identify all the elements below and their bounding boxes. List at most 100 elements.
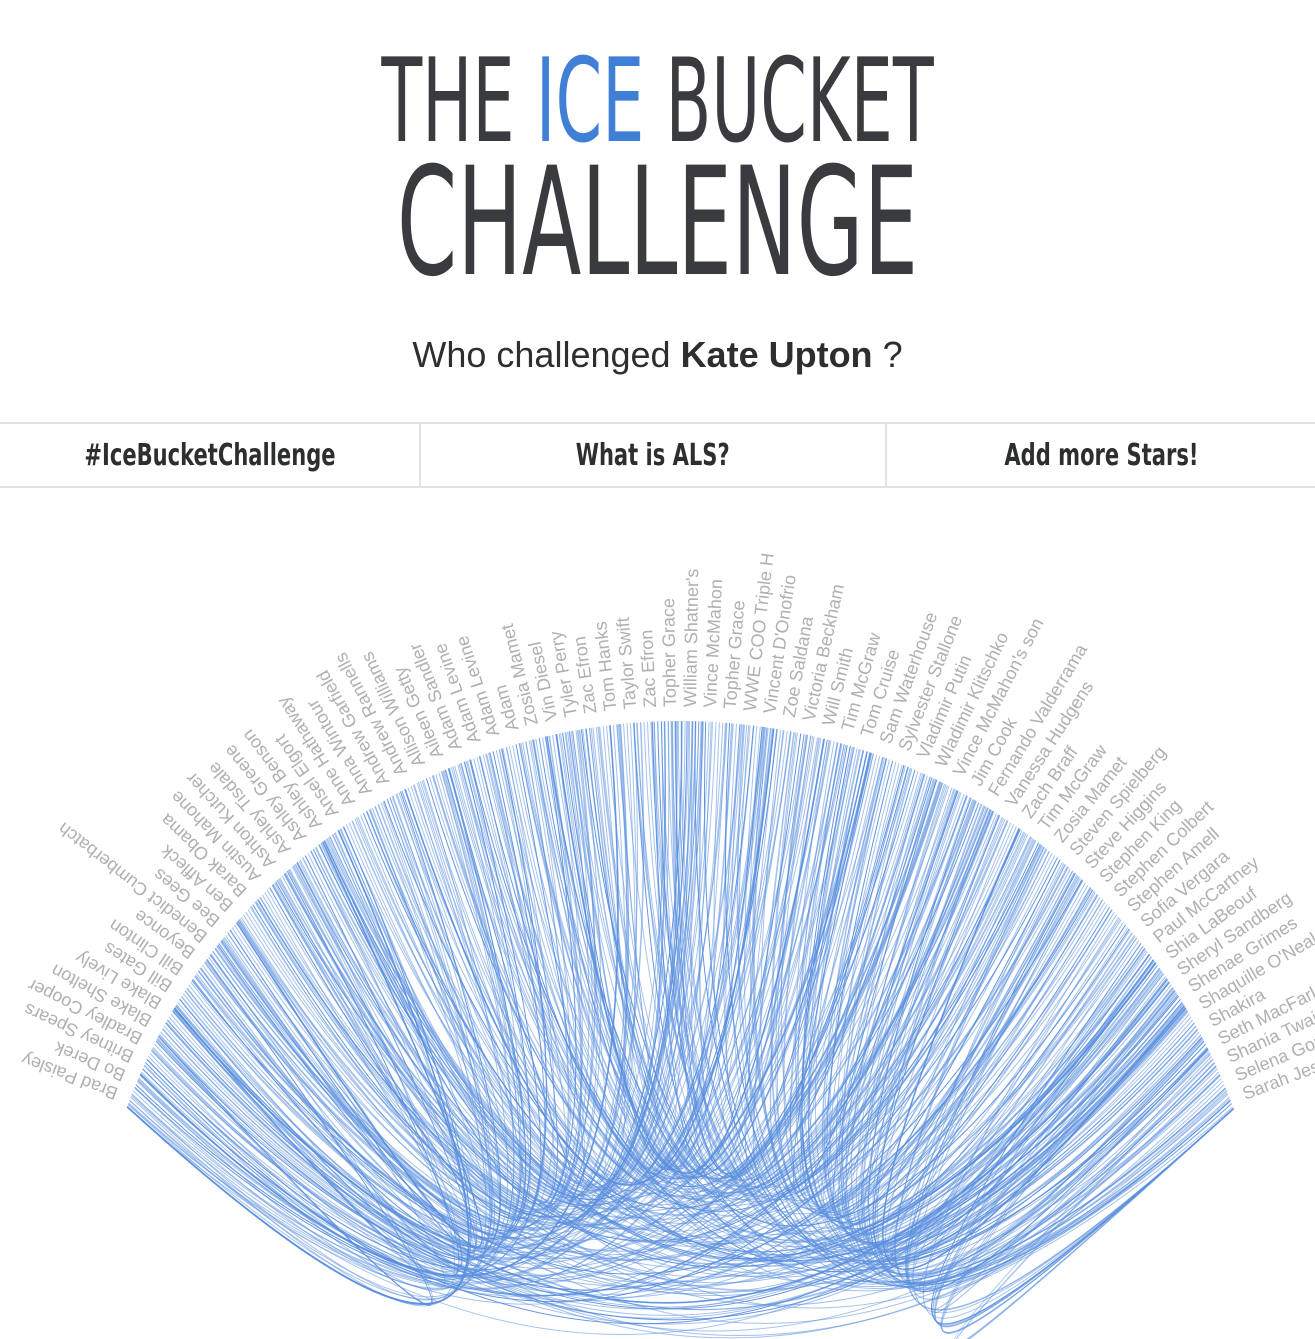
chord-link [520, 742, 1209, 1271]
chord-link [314, 847, 1193, 1278]
chord-link [329, 836, 1118, 1245]
chord-links [126, 720, 1235, 1339]
chord-link [752, 727, 1187, 1253]
chord-link [184, 739, 828, 1249]
chord-link [254, 730, 785, 1218]
nav-add-more-stars[interactable]: Add more Stars! [887, 424, 1315, 486]
chord-link [333, 722, 724, 1197]
chord-link [142, 888, 1093, 1302]
chord-link [221, 734, 583, 1231]
chord-link [597, 726, 968, 1188]
chord-link [542, 737, 1146, 1235]
chord-link [908, 874, 1220, 1300]
title-ice: ICE [535, 34, 645, 169]
chord-link [911, 916, 1174, 1283]
chord-link [162, 725, 751, 1260]
nav-bar: #IceBucketChallenge What is ALS? Add mor… [0, 422, 1315, 488]
chord-link [858, 814, 1089, 1232]
chord-link [144, 772, 515, 1281]
chord-link [955, 1062, 1235, 1339]
chord-link [418, 740, 585, 1187]
chord-link [292, 781, 941, 1219]
chord-link [278, 877, 1151, 1265]
chord-link [770, 732, 1103, 1218]
chord-link [186, 988, 1198, 1311]
chord-link [204, 824, 1015, 1256]
chord-link [633, 722, 1202, 1262]
chord-node-label[interactable]: Zac Efron [636, 629, 660, 708]
chord-link [175, 1005, 1234, 1336]
chord-link [680, 720, 1140, 1229]
chord-link [129, 738, 822, 1289]
chord-link [671, 721, 1230, 1286]
chord-link [218, 832, 1026, 1252]
chord-link [323, 740, 832, 1203]
chord-link [555, 733, 825, 1175]
chord-link [283, 873, 1181, 1277]
chord-link [214, 866, 1069, 1261]
chord-link [822, 778, 1009, 1206]
chord-link [320, 842, 1161, 1262]
chord-link [518, 743, 1229, 1288]
chord-link [239, 918, 1160, 1278]
chord-link [342, 826, 1106, 1239]
chord-link [580, 729, 1226, 1283]
chord-link [912, 880, 1234, 1314]
chord-link [886, 864, 1129, 1255]
chord-link [199, 771, 522, 1247]
chord-link [219, 721, 713, 1230]
chord-link [837, 789, 1048, 1216]
chord-link [274, 741, 569, 1215]
chord-link [429, 776, 958, 1198]
chord-link [158, 1022, 1195, 1321]
chord-link [272, 792, 515, 1226]
chord-link [906, 864, 1234, 1311]
chord-link [209, 728, 775, 1235]
chord-link [250, 729, 602, 1220]
chord-link [572, 721, 660, 1169]
chord-link [249, 721, 704, 1218]
chord-link [173, 981, 1170, 1304]
chord-link [126, 830, 1023, 1305]
chord-link [172, 722, 645, 1254]
subtitle-prefix: Who challenged [412, 334, 671, 375]
chord-link [432, 775, 1190, 1263]
chord-link [930, 973, 1205, 1310]
nav-what-is-als[interactable]: What is ALS? [421, 424, 887, 486]
chord-link [198, 721, 693, 1239]
chord-link [217, 768, 527, 1239]
nav-ice-bucket-challenge-label: #IceBucketChallenge [83, 437, 336, 473]
chord-link [146, 795, 967, 1282]
chord-link [337, 721, 670, 1196]
chord-link [670, 721, 825, 1171]
chord-node-label[interactable]: Topher Grace [658, 598, 680, 707]
chord-link [255, 900, 1221, 1306]
chord-link [158, 959, 433, 1306]
chord-link [412, 784, 1017, 1209]
chord-link [478, 756, 916, 1187]
chord-link [209, 954, 1231, 1324]
nav-what-is-als-label: What is ALS? [576, 437, 730, 473]
chord-link [172, 734, 808, 1255]
nav-ice-bucket-challenge[interactable]: #IceBucketChallenge [0, 424, 421, 486]
chord-link [134, 857, 1058, 1302]
chord-node-label[interactable]: William Shatner's [680, 568, 702, 707]
chord-link [272, 809, 992, 1230]
chord-link [922, 911, 1234, 1319]
chord-link [690, 721, 771, 1168]
chord-link [275, 881, 1156, 1268]
chord-link [191, 889, 1094, 1275]
chord-link [795, 739, 1218, 1277]
chord-link [891, 876, 1133, 1259]
chord-link [327, 782, 944, 1212]
chord-link [932, 976, 1209, 1313]
chord-link [435, 720, 678, 1180]
chord-link [694, 721, 1206, 1265]
title-the: THE [381, 34, 515, 169]
subtitle-selected-name[interactable]: Kate Upton [680, 334, 873, 375]
chord-link [142, 1001, 1183, 1325]
chord-link [783, 737, 1092, 1216]
chord-link [443, 770, 1071, 1217]
subtitle-suffix: ? [882, 334, 903, 375]
